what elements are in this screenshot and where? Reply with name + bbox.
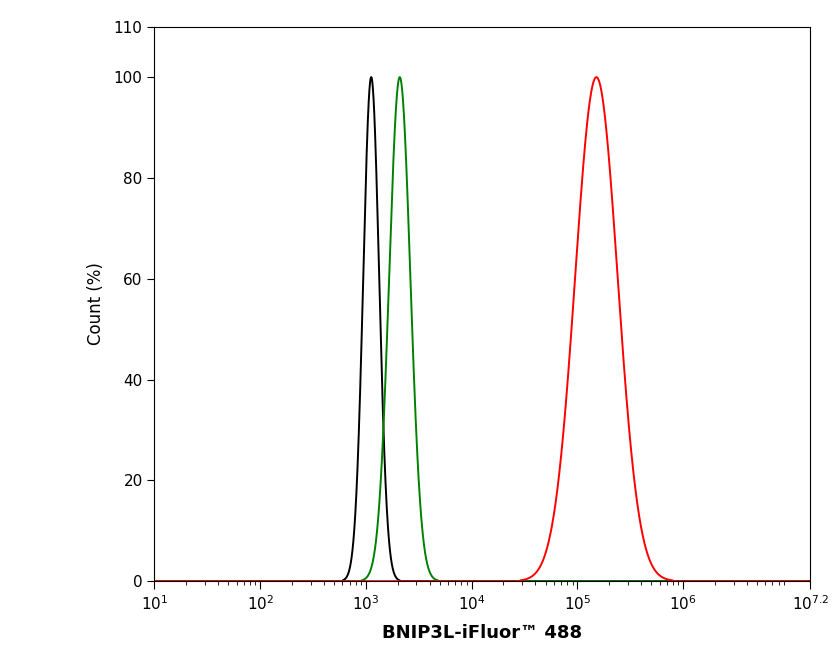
- X-axis label: BNIP3L-iFluor™ 488: BNIP3L-iFluor™ 488: [382, 624, 582, 642]
- Y-axis label: Count (%): Count (%): [88, 263, 105, 345]
